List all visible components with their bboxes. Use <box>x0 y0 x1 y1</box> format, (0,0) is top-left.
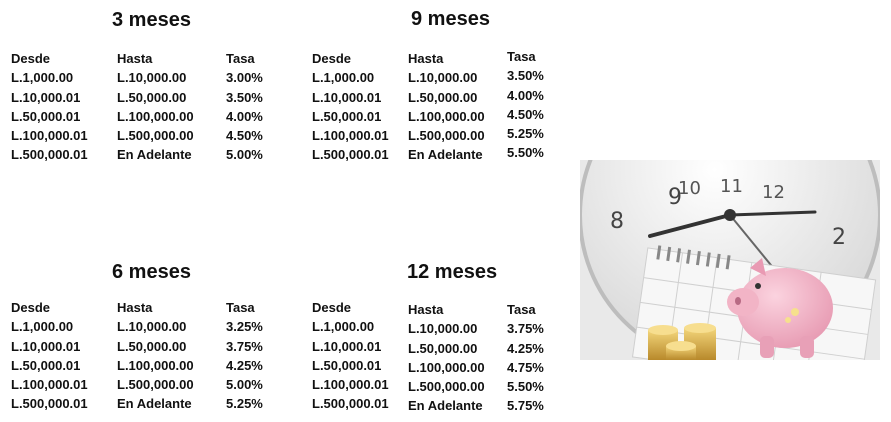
cell-desde: L.10,000.01 <box>11 89 81 105</box>
cell-hasta: L.500,000.00 <box>117 377 194 393</box>
cell-tasa: 4.00% <box>507 87 544 103</box>
table-title-12-meses: 12 meses <box>407 261 498 283</box>
column-desde: Desde L.1,000.00 L.10,000.01 L.50,000.01… <box>11 49 88 165</box>
cell-desde: L.500,000.01 <box>312 147 389 163</box>
column-hasta: Hasta L.10,000.00 L.50,000.00 L.100,000.… <box>117 298 194 414</box>
cell-desde: L.1,000.00 <box>11 70 74 86</box>
svg-text:2: 2 <box>832 225 846 250</box>
cell-hasta: L.100,000.00 <box>117 108 194 124</box>
cell-hasta: L.500,000.00 <box>408 379 485 395</box>
cell-desde: L.100,000.01 <box>312 128 389 144</box>
cell-tasa: 4.75% <box>507 359 544 375</box>
header-tasa: Tasa <box>226 300 255 315</box>
cell-tasa: 4.00% <box>226 108 263 124</box>
cell-desde: L.500,000.01 <box>11 396 88 412</box>
column-desde: Desde L.1,000.00 L.10,000.01 L.50,000.01… <box>312 49 389 165</box>
cell-desde: L.500,000.01 <box>11 147 88 163</box>
header-hasta: Hasta <box>117 51 153 66</box>
cell-desde: L.1,000.00 <box>312 319 375 335</box>
cell-hasta: L.100,000.00 <box>117 357 194 373</box>
svg-text:11: 11 <box>720 176 743 197</box>
cell-hasta: L.10,000.00 <box>117 319 187 335</box>
table-title-9-meses: 9 meses <box>411 8 490 30</box>
svg-text:9: 9 <box>668 185 682 210</box>
cell-hasta: L.10,000.00 <box>408 70 478 86</box>
svg-text:8: 8 <box>610 209 624 234</box>
cell-desde: L.50,000.01 <box>11 108 81 124</box>
cell-tasa: 5.25% <box>226 396 263 412</box>
cell-desde: L.10,000.01 <box>312 338 382 354</box>
cell-tasa: 5.50% <box>507 379 544 395</box>
cell-desde: L.100,000.01 <box>312 377 389 393</box>
cell-hasta: En Adelante <box>117 147 192 163</box>
cell-tasa: 4.50% <box>507 106 544 122</box>
table-title-3-meses: 3 meses <box>112 9 191 31</box>
svg-text:12: 12 <box>762 182 785 203</box>
cell-tasa: 5.00% <box>226 377 263 393</box>
svg-text:10: 10 <box>678 178 701 199</box>
piggy-bank-clock-illustration: 9 8 10 11 12 2 <box>580 160 880 360</box>
header-desde: Desde <box>312 300 352 315</box>
cell-tasa: 3.25% <box>226 319 263 335</box>
cell-tasa: 5.00% <box>226 147 263 163</box>
cell-hasta: En Adelante <box>408 398 483 414</box>
column-tasa: Tasa 3.75% 4.25% 4.75% 5.50% 5.75% <box>507 300 544 416</box>
cell-tasa: 4.25% <box>226 357 263 373</box>
cell-desde: L.50,000.01 <box>312 357 382 373</box>
savings-illustration: 9 8 10 11 12 2 <box>580 160 880 360</box>
cell-tasa: 5.75% <box>507 398 544 414</box>
cell-tasa: 4.50% <box>226 128 263 144</box>
header-tasa: Tasa <box>507 49 536 64</box>
cell-tasa: 3.00% <box>226 70 263 86</box>
header-desde: Desde <box>312 51 352 66</box>
header-tasa: Tasa <box>507 302 536 317</box>
header-hasta: Hasta <box>117 300 153 315</box>
column-desde: Desde L.1,000.00 L.10,000.01 L.50,000.01… <box>312 298 389 414</box>
header-hasta: Hasta <box>408 302 444 317</box>
cell-tasa: 3.50% <box>226 89 263 105</box>
cell-hasta: L.50,000.00 <box>408 340 478 356</box>
header-desde: Desde <box>11 300 51 315</box>
cell-hasta: L.10,000.00 <box>117 70 187 86</box>
cell-hasta: L.500,000.00 <box>408 128 485 144</box>
cell-tasa: 5.25% <box>507 126 544 142</box>
cell-hasta: En Adelante <box>117 396 192 412</box>
column-tasa: Tasa 3.25% 3.75% 4.25% 5.00% 5.25% <box>226 298 263 414</box>
cell-desde: L.50,000.01 <box>312 108 382 124</box>
cell-tasa: 3.75% <box>507 321 544 337</box>
cell-desde: L.100,000.01 <box>11 128 88 144</box>
column-tasa: Tasa 3.00% 3.50% 4.00% 4.50% 5.00% <box>226 49 263 165</box>
cell-hasta: L.50,000.00 <box>117 338 187 354</box>
column-tasa: Tasa 3.50% 4.00% 4.50% 5.25% 5.50% <box>507 47 544 163</box>
cell-tasa: 3.75% <box>226 338 263 354</box>
cell-hasta: L.50,000.00 <box>408 89 478 105</box>
cell-hasta: L.100,000.00 <box>408 108 485 124</box>
header-hasta: Hasta <box>408 51 444 66</box>
cell-desde: L.10,000.01 <box>312 89 382 105</box>
cell-desde: L.500,000.01 <box>312 396 389 412</box>
column-hasta: Hasta L.10,000.00 L.50,000.00 L.100,000.… <box>408 49 485 165</box>
cell-tasa: 5.50% <box>507 145 544 161</box>
cell-desde: L.50,000.01 <box>11 357 81 373</box>
cell-hasta: L.100,000.00 <box>408 359 485 375</box>
column-hasta: Hasta L.10,000.00 L.50,000.00 L.100,000.… <box>117 49 194 165</box>
cell-hasta: L.500,000.00 <box>117 128 194 144</box>
header-desde: Desde <box>11 51 51 66</box>
cell-desde: L.100,000.01 <box>11 377 88 393</box>
cell-hasta: L.10,000.00 <box>408 321 478 337</box>
cell-hasta: L.50,000.00 <box>117 89 187 105</box>
cell-desde: L.10,000.01 <box>11 338 81 354</box>
cell-tasa: 4.25% <box>507 340 544 356</box>
cell-desde: L.1,000.00 <box>312 70 375 86</box>
column-hasta: Hasta L.10,000.00 L.50,000.00 L.100,000.… <box>408 300 485 416</box>
cell-hasta: En Adelante <box>408 147 483 163</box>
table-title-6-meses: 6 meses <box>112 261 191 283</box>
cell-desde: L.1,000.00 <box>11 319 74 335</box>
header-tasa: Tasa <box>226 51 255 66</box>
column-desde: Desde L.1,000.00 L.10,000.01 L.50,000.01… <box>11 298 88 414</box>
cell-tasa: 3.50% <box>507 68 544 84</box>
